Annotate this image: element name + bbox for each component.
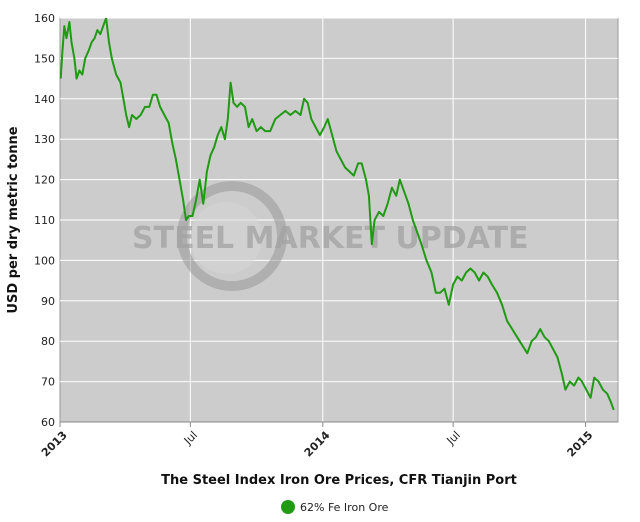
y-tick-label: 160 xyxy=(34,12,55,25)
series-layer xyxy=(60,18,615,411)
y-tick-label: 120 xyxy=(34,174,55,187)
watermark-text: STEEL MARKET UPDATE xyxy=(132,221,529,256)
y-tick-label: 150 xyxy=(34,52,55,65)
y-tick-label: 60 xyxy=(41,416,55,429)
y-axis: 60 70 80 90 100 110 120 130 140 150 160 xyxy=(34,12,55,429)
legend-label-62-fe[interactable]: 62% Fe Iron Ore xyxy=(300,501,389,514)
y-tick-label: 80 xyxy=(41,335,55,348)
y-tick-label: 110 xyxy=(34,214,55,227)
y-tick-label: 90 xyxy=(41,295,55,308)
x-tick-label: 2014 xyxy=(302,428,333,459)
x-tick-label: 2015 xyxy=(565,429,596,460)
x-tick-label: 2013 xyxy=(39,429,70,460)
y-tick-label: 140 xyxy=(34,93,55,106)
x-tick-label: Jul xyxy=(444,429,463,448)
legend[interactable]: 62% Fe Iron Ore xyxy=(281,500,389,514)
x-axis: 2013 Jul 2014 Jul 2015 xyxy=(39,421,618,460)
x-tick-label: Jul xyxy=(181,429,200,448)
y-tick-label: 130 xyxy=(34,133,55,146)
series-line-0[interactable] xyxy=(60,18,615,411)
legend-swatch-62-fe[interactable] xyxy=(281,500,295,514)
y-tick-label: 100 xyxy=(34,254,55,267)
y-axis-label: USD per dry metric tonne xyxy=(6,126,21,313)
steel-market-update-watermark: STEEL MARKET UPDATE xyxy=(132,181,529,291)
x-axis-label: The Steel Index Iron Ore Prices, CFR Tia… xyxy=(161,473,517,488)
y-tick-label: 70 xyxy=(41,376,55,389)
